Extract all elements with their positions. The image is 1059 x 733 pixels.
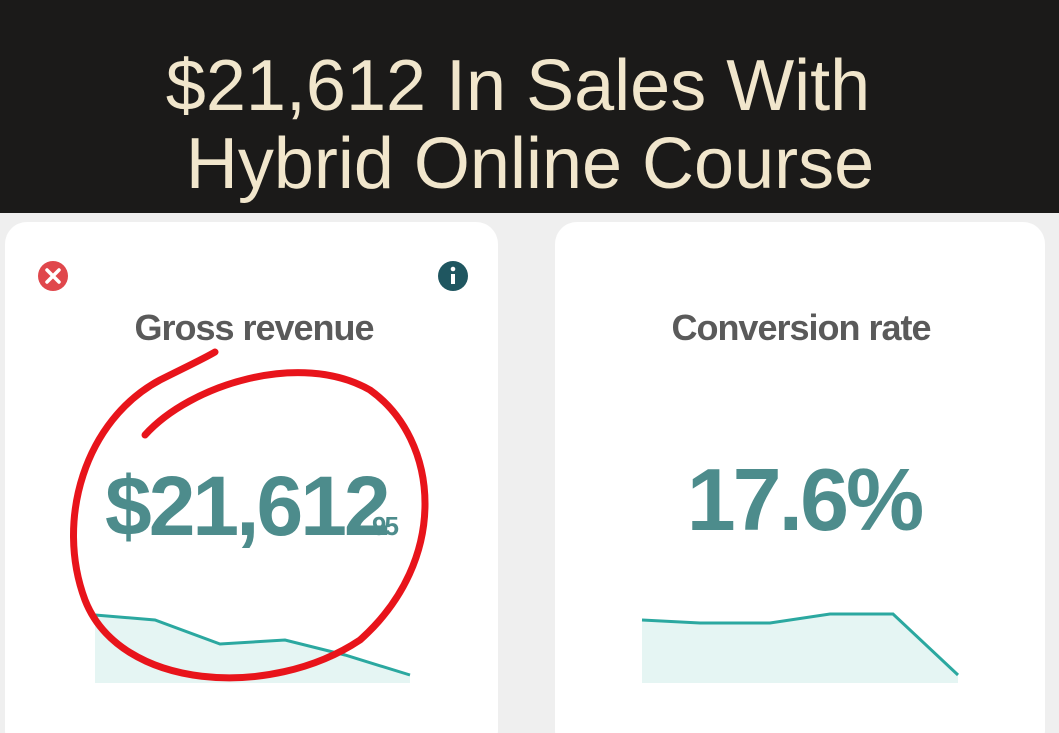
card-value: $21,612 bbox=[105, 459, 388, 553]
close-icon[interactable] bbox=[38, 261, 68, 291]
header-title: Hybrid Online Course bbox=[186, 124, 874, 204]
header-band bbox=[0, 0, 1059, 213]
info-icon[interactable] bbox=[438, 261, 468, 291]
card-value-cents: 95 bbox=[372, 511, 398, 541]
sparkline-area bbox=[642, 614, 958, 683]
header-title: $21,612 In Sales With bbox=[166, 46, 870, 126]
card-title: Conversion rate bbox=[671, 307, 930, 348]
sparkline bbox=[641, 612, 960, 677]
card bbox=[5, 222, 498, 733]
card bbox=[555, 222, 1045, 733]
card-title: Gross revenue bbox=[134, 307, 373, 348]
sparkline-area bbox=[95, 615, 410, 683]
card-value: 17.6% bbox=[687, 450, 922, 549]
sparkline bbox=[94, 613, 411, 677]
annotation-circle bbox=[70, 348, 429, 682]
